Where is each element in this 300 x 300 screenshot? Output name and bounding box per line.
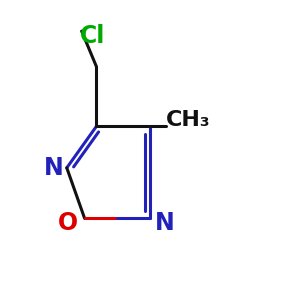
Text: N: N bbox=[44, 156, 63, 180]
Text: O: O bbox=[58, 211, 78, 235]
Text: CH₃: CH₃ bbox=[166, 110, 211, 130]
Text: N: N bbox=[154, 211, 174, 235]
Text: Cl: Cl bbox=[80, 24, 106, 48]
